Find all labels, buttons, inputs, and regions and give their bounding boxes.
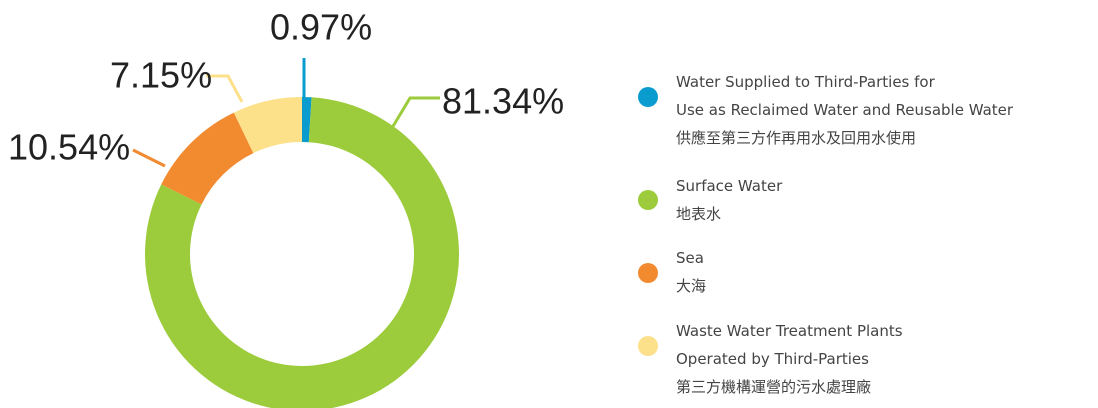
legend-marker [638,263,658,283]
leader-line [390,96,440,129]
donut-slice [233,97,302,154]
legend-marker [638,190,658,210]
donut-slice [302,97,312,143]
data-label: 7.15% [110,55,212,96]
data-label: 81.34% [442,81,564,122]
legend-label: Waste Water Treatment Plants Operated by… [676,322,903,396]
legend-marker [638,336,658,356]
data-label: 0.97% [270,7,372,48]
legend-marker [638,87,658,107]
donut-slice [161,112,254,205]
data-label: 10.54% [8,127,130,168]
legend-label: Water Supplied to Third-Parties for Use … [676,73,1014,147]
legend-label: Surface Water 地表水 [676,177,783,223]
leader-lines [132,58,440,168]
leader-line [132,148,166,168]
leader-line [206,74,244,103]
legend-label: Sea 大海 [676,249,707,295]
